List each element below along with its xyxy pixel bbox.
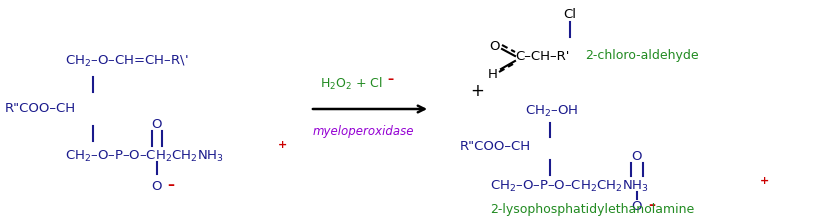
Text: O: O: [631, 201, 641, 214]
Text: +: +: [759, 176, 768, 186]
Text: CH$_2$–OH: CH$_2$–OH: [524, 103, 577, 118]
Text: CH$_2$–O–CH=CH–R\': CH$_2$–O–CH=CH–R\': [65, 53, 188, 69]
Text: H$_2$O$_2$ + Cl: H$_2$O$_2$ + Cl: [319, 76, 382, 92]
Text: CH$_2$–O–P–O–CH$_2$CH$_2$NH$_3$: CH$_2$–O–P–O–CH$_2$CH$_2$NH$_3$: [490, 178, 648, 194]
Text: –: –: [647, 198, 654, 212]
Text: O: O: [631, 150, 641, 164]
Text: –: –: [387, 72, 392, 85]
Text: H: H: [487, 67, 497, 81]
Text: O: O: [152, 118, 162, 131]
Text: O: O: [152, 180, 162, 194]
Text: Cl: Cl: [563, 7, 576, 21]
Text: R"COO–CH: R"COO–CH: [5, 102, 76, 115]
Text: 2-chloro-aldehyde: 2-chloro-aldehyde: [584, 49, 698, 62]
Text: O: O: [489, 41, 500, 53]
Text: CH$_2$–O–P–O–CH$_2$CH$_2$NH$_3$: CH$_2$–O–P–O–CH$_2$CH$_2$NH$_3$: [65, 148, 224, 164]
Text: +: +: [278, 140, 287, 150]
Text: C–CH–R': C–CH–R': [514, 49, 568, 62]
Text: +: +: [469, 82, 483, 100]
Text: –: –: [167, 178, 174, 192]
Text: R"COO–CH: R"COO–CH: [459, 141, 531, 154]
Text: 2-lysophosphatidylethanolamine: 2-lysophosphatidylethanolamine: [490, 203, 694, 216]
Text: myeloperoxidase: myeloperoxidase: [313, 124, 414, 138]
